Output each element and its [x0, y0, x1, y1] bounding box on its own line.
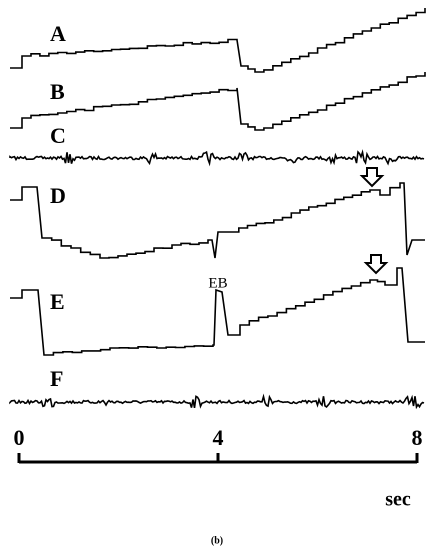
trace-label: E	[50, 289, 65, 314]
trace	[9, 149, 425, 167]
traces	[9, 8, 426, 410]
trace	[10, 182, 425, 259]
tick-label: 0	[14, 425, 25, 450]
trace-label: D	[50, 183, 66, 208]
arrow	[363, 254, 389, 275]
trace-label: A	[50, 21, 66, 46]
trace	[10, 267, 425, 356]
tick-label: 8	[412, 425, 423, 450]
trace-label: F	[50, 366, 63, 391]
arrow	[359, 167, 385, 188]
trace	[9, 393, 425, 410]
caption: (b)	[211, 535, 223, 546]
trace	[10, 8, 426, 73]
trace	[10, 72, 426, 131]
trace-label: C	[50, 123, 66, 148]
annotation: EB	[208, 275, 227, 291]
trace-label: B	[50, 79, 65, 104]
axis-unit: sec	[385, 489, 411, 511]
tick-label: 4	[213, 425, 224, 450]
time-axis: 0 4 8	[14, 425, 423, 464]
